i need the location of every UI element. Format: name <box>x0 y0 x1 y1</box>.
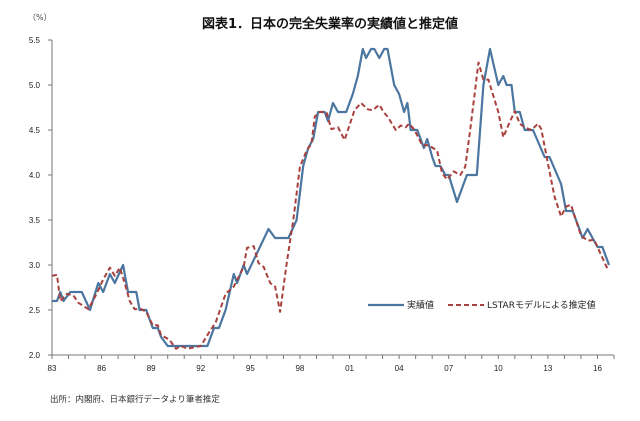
y-tick-label: 4.0 <box>29 171 41 180</box>
legend-item-actual: 実績値 <box>368 298 434 311</box>
x-tick-label: 89 <box>147 364 156 373</box>
x-tick-label: 83 <box>48 364 57 373</box>
chart-title: 図表1．日本の完全失業率の実績値と推定値 <box>201 17 459 32</box>
y-tick-label: 5.0 <box>29 81 41 90</box>
y-tick-label: 2.0 <box>29 351 41 360</box>
source-note: 出所：内閣府、日本銀行データより筆者推定 <box>50 395 220 405</box>
series-lines <box>51 47 611 350</box>
legend-swatch-solid <box>368 303 404 306</box>
y-tick-label: 2.5 <box>29 306 41 315</box>
x-tick-label: 86 <box>97 364 106 373</box>
x-tick-label: 98 <box>295 364 304 373</box>
x-tick-label: 95 <box>246 364 255 373</box>
x-tick-label: 16 <box>593 364 602 373</box>
y-axis-unit-label: （%） <box>28 13 52 22</box>
x-tick-label: 13 <box>543 364 552 373</box>
legend-item-estimate: LSTARモデルによる推定値 <box>448 298 596 311</box>
axes: 2.0 2.5 3.0 3.5 4.0 4.5 5.0 5.5 83 86 89 92 95 98 01 04… <box>29 36 615 373</box>
x-tick-label: 04 <box>395 364 404 373</box>
y-tick-label: 4.5 <box>29 126 41 135</box>
x-tick-label: 07 <box>444 364 453 373</box>
y-tick-label: 3.0 <box>29 261 41 270</box>
series-line-lstar-estimate <box>51 61 609 350</box>
x-tick-label: 92 <box>196 364 205 373</box>
legend: 実績値 LSTARモデルによる推定値 <box>368 298 606 311</box>
legend-label-actual: 実績値 <box>407 301 435 311</box>
legend-swatch-dashed <box>448 303 485 306</box>
y-tick-label: 3.5 <box>29 216 41 225</box>
x-tick-label: 01 <box>345 364 354 373</box>
legend-label-estimate: LSTARモデルによる推定値 <box>487 301 596 311</box>
y-tick-label: 5.5 <box>29 36 41 45</box>
x-tick-label: 10 <box>494 364 503 373</box>
